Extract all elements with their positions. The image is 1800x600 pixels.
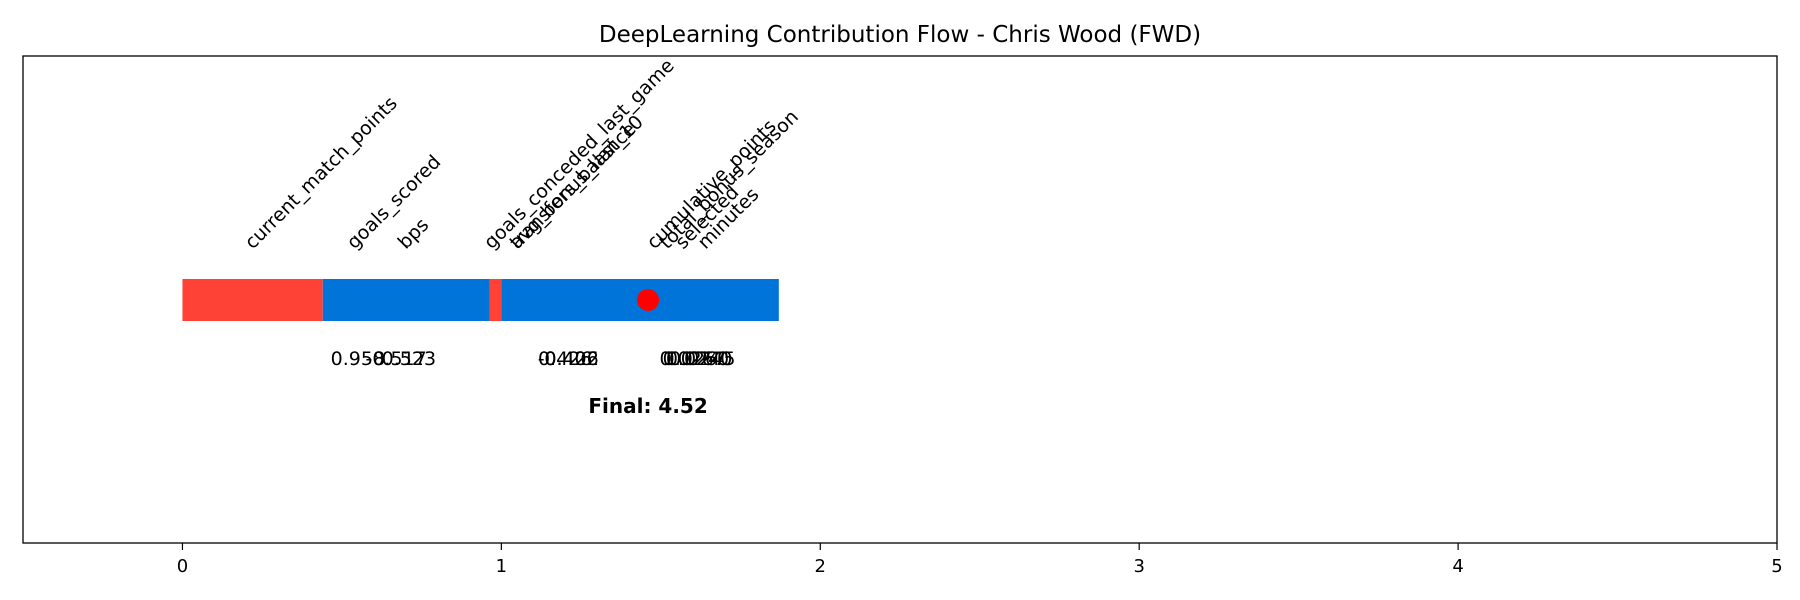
x-tick-label-5: 5 [1771,556,1782,577]
value-label-7: 0.0260 [663,348,729,370]
value-label-0: 0.958 [331,348,385,370]
final-marker-group [637,289,660,311]
plot-area [22,55,1778,544]
final-label: Final: 4.52 [588,394,707,418]
x-tick-label-3: 3 [1133,556,1144,577]
bar-segment-1 [322,279,490,321]
x-tick-label-1: 1 [496,556,507,577]
value-label-9: 0.0245 [669,348,735,370]
chart-title: DeepLearning Contribution Flow - Chris W… [599,22,1201,48]
value-label-4: -0.422 [538,348,599,370]
value-label-3: 0.426 [538,348,592,370]
bar-group [182,279,779,321]
feature-label-3: goals_conceded_last_game [480,55,679,254]
feature-label-2: bps [394,214,434,254]
x-axis: 0 1 2 3 4 5 [177,543,1783,577]
value-label-6: 0.0267 [659,348,725,370]
value-label-8: 0.0240 [666,348,732,370]
x-tick-label-0: 0 [177,556,188,577]
x-tick-label-2: 2 [815,556,826,577]
feature-label-5: avg_bonus_last_10 [505,111,648,254]
bar-segment-3 [489,279,502,321]
final-marker [637,289,660,311]
x-tick-label-4: 4 [1452,556,1463,577]
bar-segment-0 [182,279,323,321]
value-label-5: 0.406 [544,348,598,370]
value-label-1: -0.517 [365,348,426,370]
value-label-2: 0.523 [382,348,436,370]
